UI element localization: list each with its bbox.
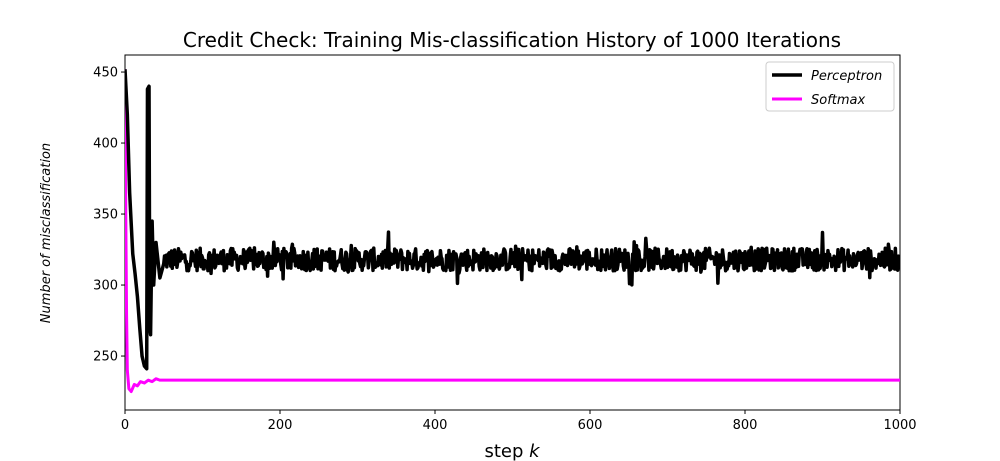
legend-label-perceptron: Perceptron (811, 69, 882, 84)
series-line-softmax (125, 69, 900, 394)
series-line-perceptron (125, 69, 900, 371)
y-tick-label: 250 (93, 350, 118, 365)
y-tick-label: 400 (93, 137, 118, 152)
x-tick-label: 1000 (883, 418, 916, 433)
x-tick-label: 800 (733, 418, 758, 433)
x-tick-label: 0 (121, 418, 129, 433)
series-layer (125, 69, 900, 394)
x-axis-label: step k (484, 441, 541, 461)
plot-area: 0 200 400 600 800 1000 250 300 350 400 450 (93, 54, 917, 433)
y-axis-label: Number of misclassification (39, 143, 54, 323)
legend-label-softmax: Softmax (811, 93, 866, 108)
legend: Perceptron Softmax (765, 61, 895, 112)
y-tick-label: 300 (93, 279, 118, 294)
x-tick-label: 200 (268, 418, 293, 433)
y-tick-label: 350 (93, 208, 118, 223)
x-tick-label: 600 (578, 418, 603, 433)
y-axis-ticks: 250 300 350 400 450 (93, 66, 125, 365)
chart-title: Credit Check: Training Mis-classificatio… (183, 28, 841, 52)
x-tick-label: 400 (423, 418, 448, 433)
y-tick-label: 450 (93, 66, 118, 81)
x-axis-ticks: 0 200 400 600 800 1000 (121, 410, 917, 433)
